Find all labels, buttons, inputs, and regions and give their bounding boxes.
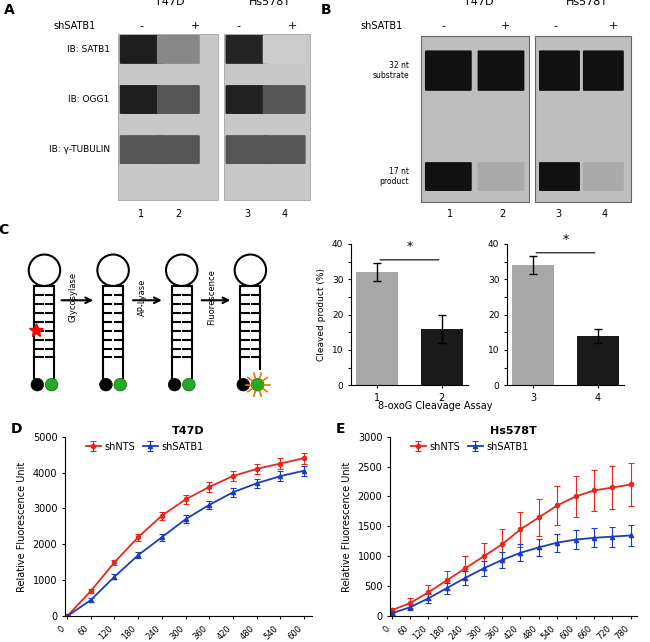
FancyBboxPatch shape [478,162,525,191]
FancyBboxPatch shape [539,162,580,191]
Bar [512,265,554,385]
Text: D: D [10,422,22,436]
FancyBboxPatch shape [157,35,200,64]
FancyBboxPatch shape [478,51,525,91]
FancyBboxPatch shape [425,162,472,191]
Circle shape [183,378,195,391]
Text: C: C [0,223,9,237]
Text: 2: 2 [176,209,181,220]
Text: B: B [321,3,332,17]
Text: 4: 4 [281,209,287,220]
Text: T47D: T47D [464,0,494,7]
Circle shape [114,378,127,391]
FancyBboxPatch shape [263,35,306,64]
Text: 1: 1 [447,209,453,220]
Text: Hs578T: Hs578T [566,0,608,7]
Circle shape [46,378,58,391]
FancyBboxPatch shape [583,51,624,91]
Text: -: - [139,21,143,31]
Title: T47D: T47D [172,426,205,436]
Legend: shNTS, shSATB1: shNTS, shSATB1 [82,438,208,456]
Text: IB: SATB1: IB: SATB1 [67,45,110,54]
Text: Hs578T: Hs578T [249,0,291,7]
FancyBboxPatch shape [263,135,306,164]
Y-axis label: Relative Fluorescence Unit: Relative Fluorescence Unit [17,462,27,591]
Text: 32 nt
substrate: 32 nt substrate [372,61,409,80]
Text: +: + [288,21,298,31]
FancyBboxPatch shape [157,85,200,114]
Circle shape [237,378,250,391]
Text: 3: 3 [244,209,250,220]
Text: T47D: T47D [155,0,185,7]
Text: A: A [4,3,15,17]
Text: Glycosylase: Glycosylase [68,272,77,322]
Circle shape [31,378,44,391]
Text: -: - [553,21,557,31]
Title: Hs578T: Hs578T [490,426,537,436]
FancyBboxPatch shape [583,162,624,191]
Text: 8-oxoG Cleavage Assay: 8-oxoG Cleavage Assay [378,401,493,412]
Bar [577,336,619,385]
Text: -: - [237,21,240,31]
FancyBboxPatch shape [120,135,162,164]
Text: +: + [191,21,200,31]
FancyBboxPatch shape [539,51,580,91]
Text: 17 nt
product: 17 nt product [379,167,409,186]
Legend: shNTS, shSATB1: shNTS, shSATB1 [407,438,533,456]
FancyBboxPatch shape [421,36,529,202]
Text: shSATB1: shSATB1 [361,21,403,31]
Text: Fluorescence: Fluorescence [207,270,216,325]
Text: -: - [442,21,446,31]
FancyBboxPatch shape [120,85,162,114]
Text: +: + [500,21,510,31]
FancyBboxPatch shape [224,34,310,200]
Circle shape [252,378,264,391]
Text: shSATB1: shSATB1 [53,21,96,31]
Text: IB: γ-TUBULIN: IB: γ-TUBULIN [49,145,110,154]
Text: E: E [335,422,345,436]
Text: 2: 2 [499,209,506,220]
FancyBboxPatch shape [118,34,218,200]
FancyBboxPatch shape [425,51,472,91]
Text: AP-Lyase: AP-Lyase [138,279,148,316]
Text: 3: 3 [555,209,561,220]
Text: 4: 4 [602,209,608,220]
Text: 1: 1 [138,209,144,220]
Y-axis label: Cleaved product (%): Cleaved product (%) [317,268,326,361]
FancyBboxPatch shape [120,35,162,64]
Y-axis label: Relative Fluorescence Unit: Relative Fluorescence Unit [342,462,352,591]
FancyBboxPatch shape [226,85,268,114]
FancyBboxPatch shape [157,135,200,164]
Text: *: * [406,240,413,253]
FancyBboxPatch shape [534,36,631,202]
Text: IB: OGG1: IB: OGG1 [68,95,110,104]
FancyBboxPatch shape [226,35,268,64]
FancyBboxPatch shape [263,85,306,114]
Circle shape [168,378,181,391]
Circle shape [99,378,112,391]
Bar [421,329,463,385]
FancyBboxPatch shape [226,135,268,164]
Bar [356,272,398,385]
Text: +: + [609,21,618,31]
Text: *: * [562,233,569,246]
